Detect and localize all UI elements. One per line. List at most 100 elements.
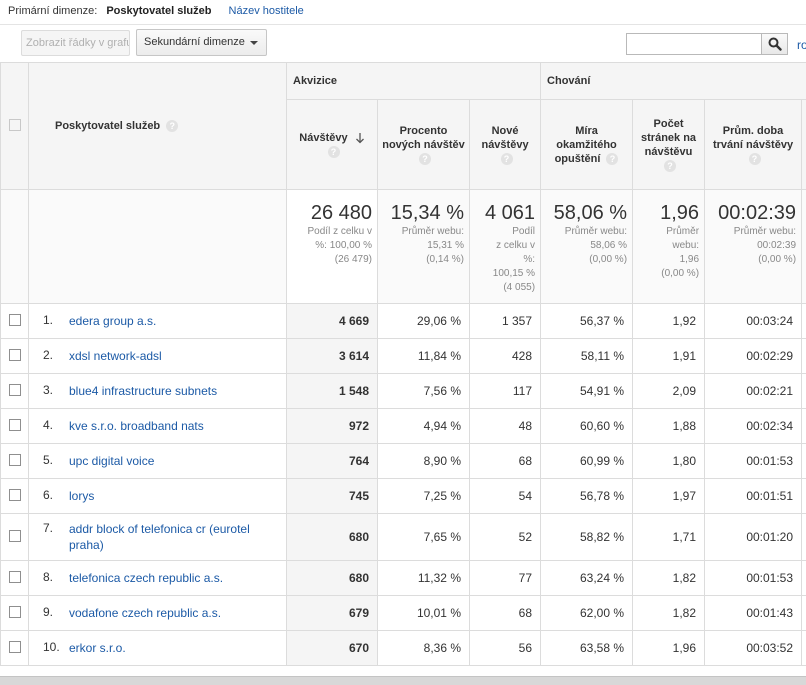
row-index: 8. <box>43 570 54 584</box>
service-provider-link[interactable]: upc digital voice <box>69 454 155 468</box>
toolbar-overflow-link[interactable]: ro <box>797 38 806 52</box>
col-header-pages-per-visit[interactable]: Počet stránek na návštěvu ? <box>632 99 706 190</box>
table-row: 3. blue4 infrastructure subnets 1 548 7,56 … <box>0 373 806 409</box>
total-comparison: Podíl z celku v <box>307 226 372 237</box>
row-checkbox[interactable] <box>8 640 21 653</box>
col-header-avg-duration[interactable]: Prům. doba trvání návštěvy ? <box>704 99 803 190</box>
sort-descending-icon <box>355 132 364 144</box>
service-provider-link[interactable]: erkor s.r.o. <box>69 641 126 655</box>
data-table: Poskytovatel služeb ? Akvizice Chování N… <box>0 62 806 666</box>
row-checkbox[interactable] <box>8 529 21 542</box>
help-icon[interactable]: ? <box>664 159 677 172</box>
row-checkbox[interactable] <box>8 348 21 361</box>
col-header-visits[interactable]: Návštěvy ? <box>286 99 378 190</box>
header-spacer <box>801 99 806 190</box>
metric-visits: 745 <box>286 478 378 514</box>
metric-new-visits: 1 357 <box>468 303 542 339</box>
help-icon[interactable]: ? <box>500 152 513 165</box>
row-checkbox-cell <box>0 443 29 479</box>
row-checkbox[interactable] <box>8 418 21 431</box>
help-icon[interactable]: ? <box>606 152 619 165</box>
dimension-header-label: Poskytovatel služeb <box>55 119 161 132</box>
service-provider-link[interactable]: vodafone czech republic a.s. <box>69 606 222 620</box>
metric-pages: 1,96 <box>632 630 706 666</box>
help-icon[interactable]: ? <box>419 152 431 165</box>
col-header-percent-new-visits[interactable]: Procento nových návštěv ? <box>377 99 470 190</box>
metric-bounce: 63,24 % <box>540 560 634 596</box>
row-index: 7. <box>43 521 54 535</box>
metric-pct-new: 11,32 % <box>377 560 470 596</box>
total-comparison: (0,00 %) <box>661 268 700 279</box>
metric-bounce: 56,78 % <box>540 478 634 514</box>
search-input[interactable] <box>626 33 762 55</box>
row-spacer <box>801 630 806 666</box>
primary-dimension-label: Primární dimenze: <box>8 5 98 17</box>
total-cell: 58,06 % Průměr webu: 58,06 % (0,00 %) <box>540 189 634 304</box>
total-comparison: (0,00 %) <box>758 254 797 265</box>
row-spacer <box>801 338 806 374</box>
row-spacer <box>801 408 806 444</box>
primary-dimension-hostname-link[interactable]: Název hostitele <box>228 5 304 17</box>
row-checkbox[interactable] <box>8 570 21 583</box>
chevron-down-icon <box>250 41 258 45</box>
service-provider-link[interactable]: edera group a.s. <box>69 314 157 328</box>
total-comparison: (0,14 %) <box>426 254 464 265</box>
service-provider-link[interactable]: xdsl network-adsl <box>69 349 162 363</box>
total-comparison: (4 055) <box>503 282 536 293</box>
metric-pct-new: 7,65 % <box>377 513 470 561</box>
table-row: 5. upc digital voice 764 8,90 % 68 60,99 % 1,8… <box>0 443 806 479</box>
table-row: 2. xdsl network-adsl 3 614 11,84 % 428 58,11 … <box>0 338 806 374</box>
col-header-bounce-rate-label: Míra okamžitého opuštění <box>554 124 617 165</box>
metric-bounce: 56,37 % <box>540 303 634 339</box>
row-checkbox[interactable] <box>8 313 21 326</box>
horizontal-scrollbar[interactable] <box>0 676 806 685</box>
metric-duration: 00:01:43 <box>704 595 803 631</box>
service-provider-link[interactable]: telefonica czech republic a.s. <box>69 571 224 585</box>
row-checkbox[interactable] <box>8 488 21 501</box>
search-button[interactable] <box>761 33 788 55</box>
metric-pages: 1,71 <box>632 513 706 561</box>
row-checkbox[interactable] <box>8 453 21 466</box>
metric-duration: 00:02:29 <box>704 338 803 374</box>
service-provider-link[interactable]: blue4 infrastructure subnets <box>69 384 218 398</box>
metric-bounce: 58,11 % <box>540 338 634 374</box>
row-checkbox-cell <box>0 408 29 444</box>
row-dimension-cell: 4. kve s.r.o. broadband nats <box>28 408 287 444</box>
col-header-new-visits[interactable]: Nové návštěvy ? <box>468 99 542 190</box>
metric-duration: 00:01:53 <box>704 560 803 596</box>
select-all-checkbox[interactable] <box>8 118 21 131</box>
primary-dimension-current: Poskytovatel služeb <box>106 5 212 17</box>
metric-duration: 00:01:51 <box>704 478 803 514</box>
help-icon[interactable]: ? <box>748 152 761 165</box>
service-provider-link[interactable]: kve s.r.o. broadband nats <box>69 419 204 433</box>
row-spacer <box>801 373 806 409</box>
row-dimension-cell: 9. vodafone czech republic a.s. <box>28 595 287 631</box>
row-spacer <box>801 513 806 561</box>
help-icon[interactable]: ? <box>327 145 340 158</box>
secondary-dimension-dropdown[interactable]: Sekundární dimenze <box>136 29 267 56</box>
metric-pct-new: 10,01 % <box>377 595 470 631</box>
plot-rows-button[interactable]: Zobrazit řádky v grafu <box>21 30 130 56</box>
dimension-header: Poskytovatel služeb ? <box>28 62 287 190</box>
row-checkbox[interactable] <box>8 383 21 396</box>
row-checkbox[interactable] <box>8 605 21 618</box>
col-header-bounce-rate[interactable]: Míra okamžitého opuštění ? <box>540 99 634 190</box>
metric-new-visits: 56 <box>468 630 542 666</box>
help-icon[interactable]: ? <box>166 120 179 133</box>
metric-bounce: 60,60 % <box>540 408 634 444</box>
total-cell: 15,34 % Průměr webu: 15,31 % (0,14 %) <box>377 189 470 304</box>
table-row: 7. addr block of telefonica cr (eurotel p… <box>0 513 806 561</box>
total-value: 1,96 <box>660 202 700 224</box>
secondary-dimension-label: Sekundární dimenze <box>144 36 245 48</box>
row-index: 10. <box>43 640 60 654</box>
service-provider-link[interactable]: addr block of telefonica cr (eurotel pra… <box>69 522 250 552</box>
col-header-pages-per-visit-label: Počet stránek na návštěvu <box>641 117 697 158</box>
row-dimension-cell: 3. blue4 infrastructure subnets <box>28 373 287 409</box>
service-provider-link[interactable]: lorys <box>69 489 95 503</box>
row-spacer <box>801 443 806 479</box>
metric-bounce: 63,58 % <box>540 630 634 666</box>
row-index: 1. <box>43 313 54 327</box>
metric-duration: 00:03:24 <box>704 303 803 339</box>
row-dimension-cell: 8. telefonica czech republic a.s. <box>28 560 287 596</box>
row-index: 2. <box>43 348 54 362</box>
